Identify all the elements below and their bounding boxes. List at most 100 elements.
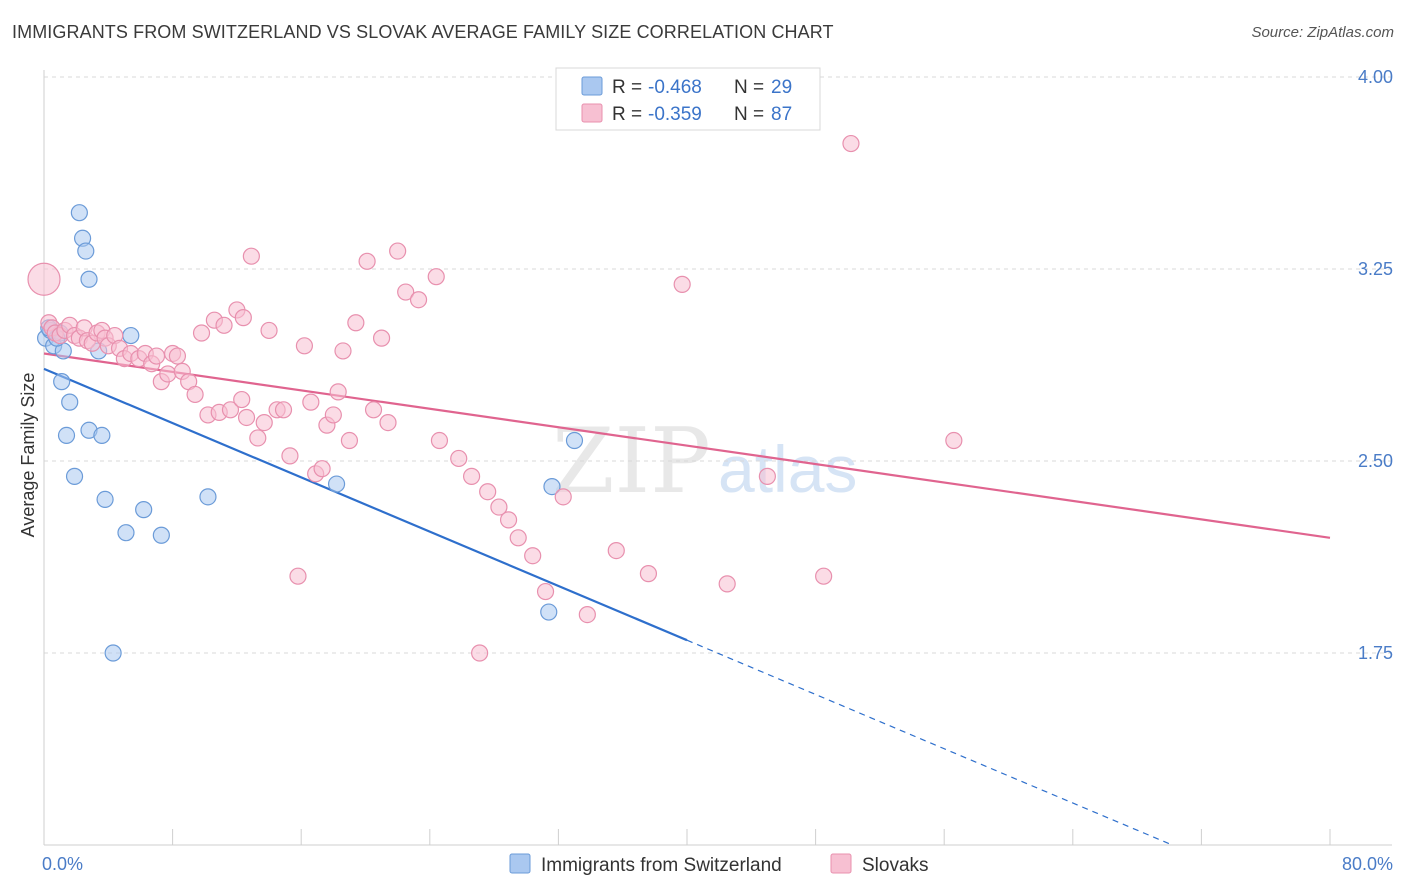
- trend-line-switzerland: [43, 367, 688, 642]
- point-slovaks-45: [274, 401, 293, 419]
- data-points: [27, 134, 963, 662]
- point-switzerland-19: [122, 326, 140, 345]
- point-switzerland-8: [65, 467, 84, 485]
- point-slovaks-85: [471, 644, 489, 662]
- y-tick-label-1: 2.50: [1358, 451, 1393, 471]
- point-slovaks-27: [168, 347, 187, 365]
- point-slovaks-65: [427, 268, 445, 286]
- point-slovaks-64: [409, 291, 428, 309]
- axes: [43, 70, 1392, 846]
- bottom-legend-label-slovaks: Slovaks: [862, 855, 929, 876]
- point-switzerland-20: [135, 501, 153, 519]
- point-slovaks-83: [842, 134, 860, 153]
- point-slovaks-61: [379, 414, 397, 432]
- point-slovaks-80: [718, 575, 736, 593]
- point-slovaks-60: [372, 329, 391, 347]
- point-slovaks-76: [578, 605, 596, 624]
- point-switzerland-24: [540, 603, 558, 621]
- gridlines: [44, 76, 1392, 654]
- point-slovaks-31: [192, 324, 211, 342]
- point-slovaks-69: [479, 483, 497, 501]
- point-slovaks-77: [607, 541, 625, 560]
- bottom-legend-swatch-switzerland: [509, 853, 531, 874]
- point-slovaks-40: [242, 247, 260, 265]
- point-slovaks-38: [233, 390, 251, 409]
- point-slovaks-84: [945, 431, 963, 450]
- y-tick-labels: 1.75 2.50 3.25 4.00: [1358, 67, 1393, 663]
- point-slovaks-59: [364, 401, 383, 419]
- point-slovaks-39: [237, 408, 256, 427]
- point-slovaks-23: [147, 347, 166, 365]
- point-switzerland-25: [543, 478, 561, 496]
- legend-r-label-2: R =: [612, 104, 647, 125]
- point-slovaks-72: [509, 529, 527, 547]
- point-slovaks-74: [536, 582, 555, 601]
- point-switzerland-26: [565, 431, 584, 450]
- point-slovaks-63: [397, 283, 415, 301]
- point-slovaks-48: [295, 337, 314, 355]
- legend-r-value-1: -0.468: [648, 77, 702, 98]
- point-slovaks-51: [313, 460, 331, 478]
- watermark-atlas: atlas: [718, 432, 857, 506]
- y-tick-label-3: 4.00: [1358, 67, 1393, 87]
- point-switzerland-17: [104, 644, 122, 662]
- point-slovaks-67: [450, 449, 468, 468]
- legend-n-value-2: 87: [771, 104, 792, 125]
- point-slovaks-56: [340, 431, 359, 450]
- legend-r-value-2: -0.359: [648, 104, 702, 125]
- bottom-legend-label-switzerland: Immigrants from Switzerland: [541, 855, 782, 876]
- point-slovaks-71: [499, 511, 518, 529]
- legend-swatch-switzerland: [581, 76, 603, 96]
- point-switzerland-18: [117, 524, 135, 542]
- x-tick-label-min: 0.0%: [42, 854, 83, 874]
- point-slovaks-57: [347, 314, 365, 332]
- point-slovaks-62: [389, 242, 407, 260]
- point-slovaks-79: [673, 275, 691, 293]
- y-tick-label-0: 1.75: [1358, 643, 1393, 663]
- point-slovaks-81: [758, 467, 776, 485]
- trend-lines: [43, 352, 1331, 846]
- point-slovaks-66: [430, 431, 449, 450]
- point-switzerland-6: [57, 426, 76, 444]
- point-slovaks-58: [358, 252, 376, 270]
- point-slovaks-35: [215, 316, 233, 334]
- point-slovaks-41: [249, 429, 267, 447]
- point-slovaks-86: [234, 309, 252, 327]
- point-slovaks-70: [490, 498, 508, 516]
- point-switzerland-13: [80, 270, 98, 288]
- series-legend: Immigrants from Switzerland Slovaks: [509, 853, 929, 876]
- point-switzerland-22: [199, 488, 217, 506]
- point-slovaks-0: [27, 262, 61, 296]
- point-slovaks-36: [221, 401, 240, 419]
- point-slovaks-42: [255, 414, 273, 432]
- bottom-legend-swatch-slovaks: [830, 853, 852, 874]
- point-switzerland-16: [96, 490, 114, 508]
- legend-n-label-1: N =: [734, 77, 769, 98]
- trend-line-slovaks: [43, 352, 1331, 539]
- legend-n-label-2: N =: [734, 104, 769, 125]
- legend-r-label-1: R =: [612, 77, 647, 98]
- trend-line-switzerland-extrapolated: [686, 639, 1173, 846]
- point-slovaks-46: [281, 447, 299, 465]
- point-switzerland-23: [327, 475, 346, 493]
- legend-swatch-slovaks: [581, 103, 603, 123]
- y-tick-label-2: 3.25: [1358, 259, 1393, 279]
- point-slovaks-68: [462, 467, 481, 485]
- point-slovaks-73: [524, 547, 542, 565]
- chart-title: IMMIGRANTS FROM SWITZERLAND VS SLOVAK AV…: [12, 22, 834, 42]
- x-tick-label-max: 80.0%: [1342, 854, 1393, 874]
- point-slovaks-75: [554, 488, 572, 506]
- point-slovaks-25: [159, 365, 177, 383]
- point-switzerland-21: [152, 526, 170, 544]
- point-switzerland-15: [93, 426, 111, 444]
- point-slovaks-55: [334, 342, 352, 360]
- point-switzerland-5: [53, 373, 71, 391]
- x-tick-labels: 0.0% 80.0%: [42, 854, 1393, 874]
- point-switzerland-7: [61, 393, 79, 411]
- point-slovaks-43: [260, 321, 278, 340]
- point-slovaks-82: [815, 567, 833, 585]
- point-slovaks-54: [329, 383, 347, 401]
- point-slovaks-53: [324, 406, 342, 424]
- y-axis-title: Average Family Size: [18, 373, 38, 538]
- source-label: Source: ZipAtlas.com: [1251, 24, 1394, 41]
